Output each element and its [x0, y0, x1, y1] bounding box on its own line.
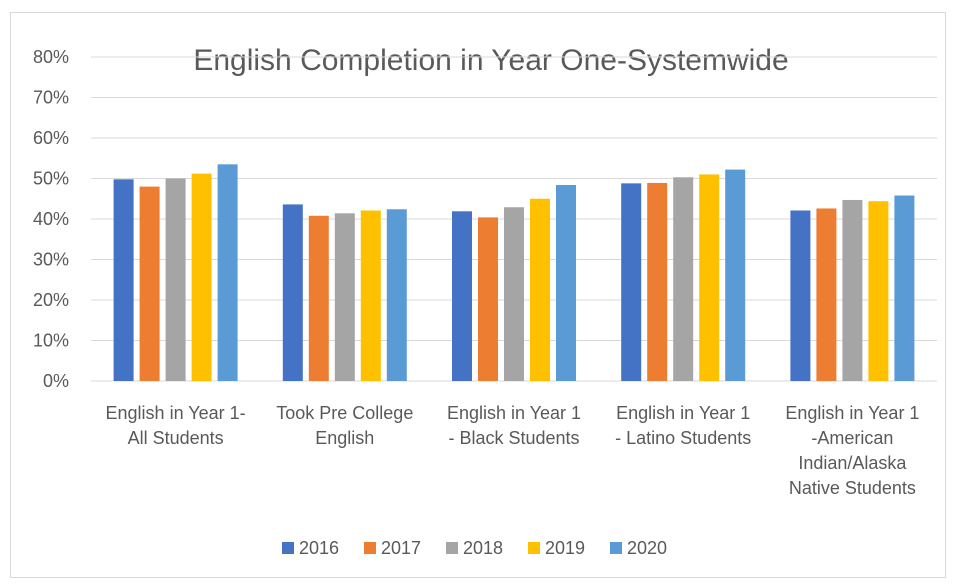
bar-2018: [504, 207, 524, 381]
bar-2017: [647, 182, 668, 381]
y-tick-label: 20%: [33, 290, 69, 310]
bar-2020: [725, 169, 746, 381]
bar-2019: [191, 173, 212, 381]
bar-2017: [139, 186, 160, 381]
x-category-label: Took Pre College English: [276, 403, 413, 448]
bar-2020: [894, 195, 915, 381]
bar-2020: [556, 184, 576, 381]
y-tick-label: 40%: [33, 209, 69, 229]
bar-2020: [386, 209, 407, 381]
y-tick-label: 10%: [33, 331, 69, 351]
x-category-label: English in Year 1- Latino Students: [615, 403, 751, 448]
x-category-label: English in Year 1-All Students: [106, 403, 246, 448]
y-tick-label: 60%: [33, 128, 69, 148]
bar-2018: [842, 199, 863, 381]
y-tick-label: 30%: [33, 250, 69, 270]
legend-label: 2020: [627, 538, 667, 558]
bar-2018: [165, 178, 186, 381]
bar-2019: [360, 210, 381, 381]
legend-swatch: [364, 542, 376, 554]
bar-2017: [308, 215, 329, 381]
legend-swatch: [610, 542, 622, 554]
legend-label: 2016: [299, 538, 339, 558]
y-tick-label: 50%: [33, 169, 69, 189]
bar-2016: [790, 210, 811, 381]
bar-2018: [673, 177, 694, 381]
bar-2016: [282, 204, 303, 381]
y-tick-label: 70%: [33, 88, 69, 108]
y-axis-ticks: 0% 10% 20% 30% 40% 50% 60% 70% 80%: [33, 47, 69, 391]
legend-swatch: [282, 542, 294, 554]
bar-2020: [217, 164, 238, 381]
bar-2019: [530, 198, 550, 381]
y-tick-label: 0%: [43, 371, 69, 391]
legend-swatch: [528, 542, 540, 554]
bar-2016: [452, 211, 472, 381]
bar-2017: [478, 217, 498, 381]
bar-2019: [868, 201, 889, 381]
bar-2016: [621, 183, 642, 381]
legend-label: 2019: [545, 538, 585, 558]
legend-swatch: [446, 542, 458, 554]
legend: 2016 2017 2018 2019 2020: [282, 538, 667, 558]
legend-label: 2018: [463, 538, 503, 558]
bar-2016: [113, 179, 134, 381]
x-axis-categories: English in Year 1-All Students Took Pre C…: [106, 403, 920, 498]
bar-2018: [334, 213, 355, 381]
legend-label: 2017: [381, 538, 421, 558]
bar-2019: [699, 174, 720, 381]
chart-title: English Completion in Year One-Systemwid…: [193, 44, 788, 77]
bars: [113, 164, 915, 381]
x-category-label: English in Year 1 -American Indian/Alaska N…: [785, 403, 919, 498]
chart-frame: English Completion in Year One-Systemwid…: [10, 12, 946, 578]
bar-2017: [816, 208, 837, 381]
bar-chart: English Completion in Year One-Systemwid…: [33, 44, 937, 558]
x-category-label: English in Year 1- Black Students: [447, 403, 581, 448]
y-tick-label: 80%: [33, 47, 69, 67]
